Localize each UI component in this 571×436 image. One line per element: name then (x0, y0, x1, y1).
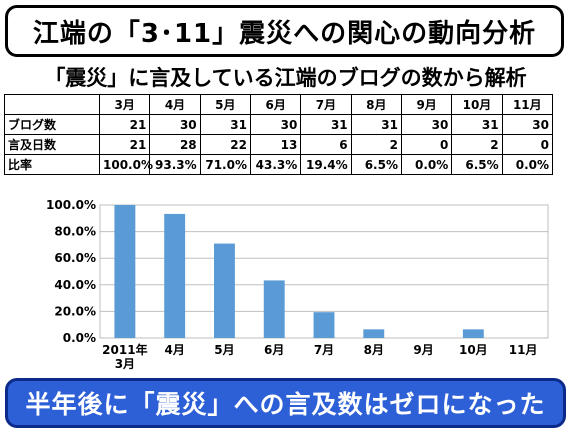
table-cell: 31 (300, 114, 352, 135)
table-cell: 2 (350, 134, 402, 155)
bar-chart: 0.0% 20.0% 40.0% 60.0% 80.0% 100.0% 2011年 3月 4月 5… (46, 198, 549, 371)
table-cell: 6.5% (350, 154, 402, 175)
bar (462, 329, 484, 338)
bar (213, 243, 235, 338)
table-cell: 0 (501, 134, 554, 155)
table-cell: 100.0% (98, 154, 153, 175)
month-header: 7月 (300, 94, 352, 115)
row-label: 言及日数 (4, 134, 100, 155)
month-header: 11月 (501, 94, 554, 115)
month-header: 3月 (98, 94, 151, 115)
table-cell: 21 (98, 114, 151, 135)
table-cell: 0.0% (400, 154, 453, 175)
month-header: 9月 (400, 94, 453, 115)
table-corner-cell (4, 94, 100, 115)
table-cell: 30 (249, 114, 302, 135)
table-cell: 30 (400, 114, 453, 135)
bar (363, 329, 385, 338)
table-cell: 31 (350, 114, 402, 135)
table-cell: 2 (451, 134, 503, 155)
table-cell: 30 (501, 114, 554, 135)
month-header: 10月 (451, 94, 503, 115)
x-tick-label: 10月 (459, 343, 488, 357)
x-tick-label: 5月 (214, 343, 234, 357)
table-cell: 19.4% (300, 154, 352, 175)
table-cell: 43.3% (249, 154, 302, 175)
y-tick-label: 20.0% (54, 304, 96, 318)
table-row-mention-days: 言及日数 21 28 22 13 6 2 0 2 0 (4, 134, 554, 155)
x-tick-label: 9月 (413, 343, 433, 357)
x-tick-label: 8月 (364, 343, 384, 357)
row-label: ブログ数 (4, 114, 100, 135)
page-subtitle: 「震災」に言及している江端のブログの数から解析 (44, 66, 527, 90)
y-tick-label: 0.0% (63, 331, 96, 345)
y-tick-label: 60.0% (54, 251, 96, 265)
bar (263, 280, 285, 338)
table-cell: 13 (249, 134, 302, 155)
bar (164, 213, 186, 338)
table-row-blog-count: ブログ数 21 30 31 30 31 31 30 31 30 (4, 114, 554, 135)
bar (313, 312, 335, 338)
y-tick-label: 40.0% (54, 278, 96, 292)
table-row-ratio: 比率 100.0% 93.3% 71.0% 43.3% 19.4% 6.5% 0… (4, 154, 554, 175)
table-cell: 31 (199, 114, 251, 135)
row-label: 比率 (4, 154, 100, 175)
month-header: 4月 (149, 94, 201, 115)
table-header-row: 3月 4月 5月 6月 7月 8月 9月 10月 11月 (4, 94, 554, 115)
table-cell: 30 (149, 114, 201, 135)
table-cell: 0 (400, 134, 453, 155)
table-cell: 0.0% (501, 154, 554, 175)
table-cell: 21 (98, 134, 151, 155)
table-cell: 71.0% (199, 154, 251, 175)
y-tick-label: 100.0% (46, 198, 96, 212)
bar (114, 205, 136, 338)
x-tick-label: 4月 (164, 343, 184, 357)
x-tick-label: 6月 (264, 343, 284, 357)
table-cell: 6.5% (451, 154, 503, 175)
page-title: 江端の「3･11」震災への関心の動向分析 (5, 5, 564, 57)
x-tick-label: 7月 (314, 343, 334, 357)
month-header: 6月 (249, 94, 302, 115)
x-tick-label: 11月 (509, 343, 538, 357)
table-cell: 93.3% (149, 154, 201, 175)
table-cell: 6 (300, 134, 352, 155)
table-cell: 31 (451, 114, 503, 135)
conclusion-banner: 半年後に「震災」への言及数はゼロになった (5, 378, 566, 428)
table-cell: 22 (199, 134, 251, 155)
x-tick-label: 2011年 3月 (102, 342, 147, 371)
month-header: 8月 (350, 94, 402, 115)
stats-table: 3月 4月 5月 6月 7月 8月 9月 10月 11月 ブログ数 21 30 … (4, 94, 554, 175)
table-cell: 28 (149, 134, 201, 155)
y-tick-label: 80.0% (54, 225, 96, 239)
month-header: 5月 (199, 94, 251, 115)
